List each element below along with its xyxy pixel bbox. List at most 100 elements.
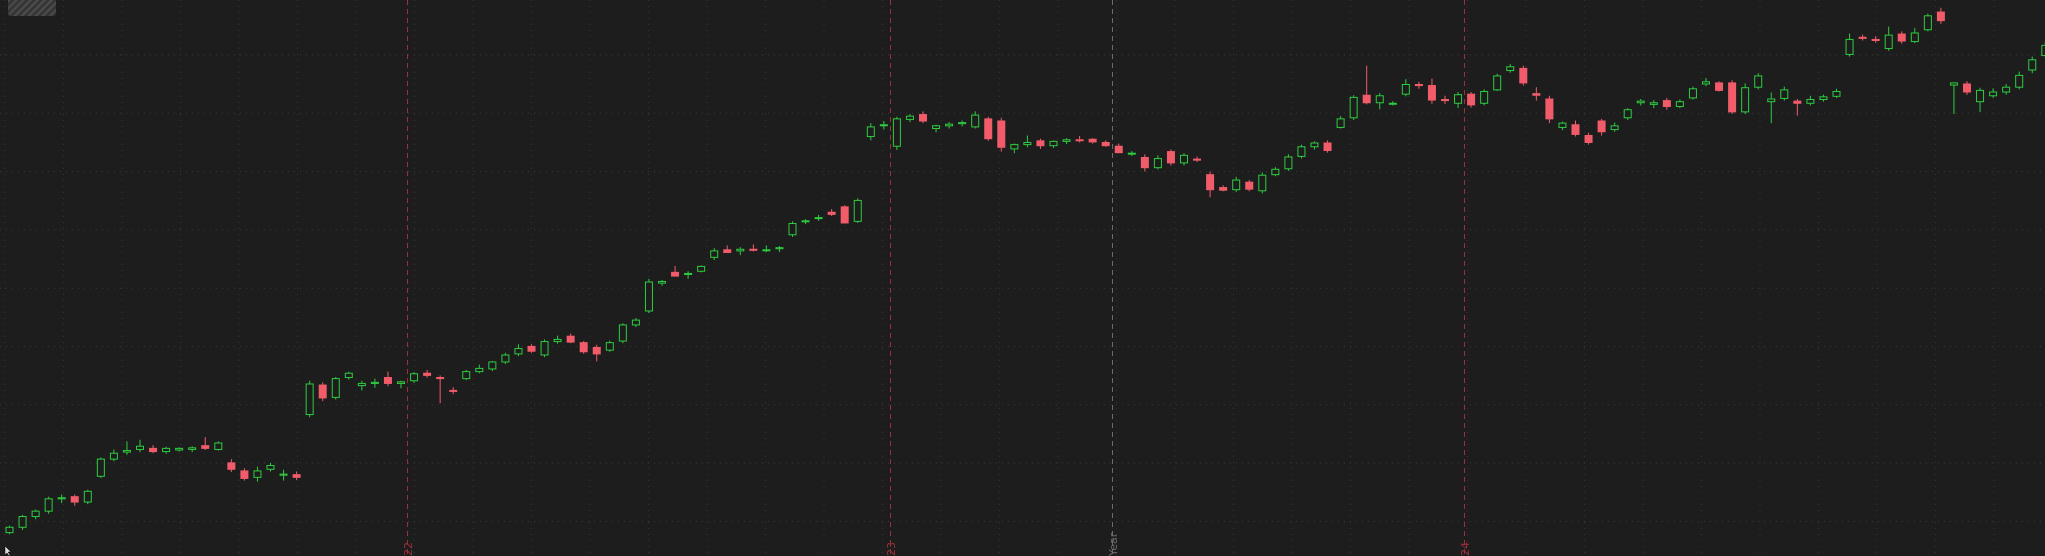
candle-body [827, 211, 836, 215]
candlestick [984, 116, 993, 141]
candle-body [188, 447, 197, 450]
candlestick [1858, 34, 1867, 41]
candlestick [853, 198, 862, 223]
candle-body [1702, 81, 1710, 85]
candlestick [658, 279, 666, 286]
candlestick [1101, 140, 1110, 147]
candle-body [1728, 82, 1737, 113]
candlestick [1623, 108, 1632, 120]
candlestick [2015, 71, 2024, 90]
candle-body [1493, 75, 1502, 91]
candlestick [1049, 140, 1058, 148]
candle-body [1832, 90, 1841, 97]
candle-body [1062, 139, 1071, 142]
candle-body [1688, 88, 1697, 99]
candle-body [1715, 82, 1724, 91]
candlestick [1010, 143, 1019, 154]
candle-body [240, 470, 249, 479]
candle-body [2028, 59, 2037, 71]
candle-body [1467, 93, 1476, 106]
candle-body [1284, 156, 1293, 170]
candlestick [1767, 92, 1776, 124]
candlestick [2041, 41, 2045, 58]
candle-body [18, 516, 27, 528]
candlestick [801, 219, 810, 225]
candle-body [1101, 141, 1110, 147]
candle-body [1767, 98, 1776, 103]
candle-body [305, 383, 314, 416]
candlestick [1062, 138, 1071, 145]
candle-body [201, 445, 210, 449]
candle-body [1858, 36, 1867, 39]
candle-body [1375, 95, 1384, 104]
candlestick [5, 525, 14, 535]
candle-body [788, 223, 797, 236]
candlestick [1454, 92, 1463, 109]
candlestick [1519, 65, 1528, 86]
candlestick [1088, 138, 1097, 144]
candle-body [383, 377, 392, 384]
candle-body [579, 342, 588, 353]
candlestick [945, 122, 954, 129]
candle-body [605, 342, 614, 351]
candlestick [1480, 89, 1489, 106]
candlestick [122, 441, 131, 455]
candlestick [710, 248, 719, 260]
candlestick [1414, 81, 1423, 89]
candlestick [201, 437, 210, 450]
candle-body [697, 265, 706, 272]
drag-handle-icon[interactable] [8, 0, 56, 16]
candle-body [1754, 75, 1763, 88]
candlestick [449, 387, 458, 395]
candle-body [749, 248, 758, 251]
candlestick [1936, 7, 1945, 24]
candle-body [866, 126, 875, 138]
candlestick [1845, 33, 1854, 57]
candle-body [723, 249, 732, 253]
candlestick [1506, 64, 1515, 73]
candlestick [1023, 135, 1032, 148]
candlestick [423, 370, 432, 378]
candle-body [2041, 44, 2045, 57]
candlestick [1532, 87, 1541, 101]
candle-body [1336, 118, 1345, 128]
candlestick [1388, 101, 1397, 106]
candlestick [279, 469, 288, 481]
candle-body [1963, 83, 1971, 93]
candlestick [1754, 73, 1763, 90]
candlestick [227, 459, 236, 472]
candle-body [905, 115, 914, 120]
candle-body [1180, 154, 1188, 164]
candle-body [1219, 187, 1228, 191]
candlestick [1284, 154, 1293, 171]
candlestick [827, 209, 836, 216]
candlestick [840, 205, 849, 224]
period-marker-label: 23 [884, 542, 898, 556]
candlestick [1819, 94, 1828, 102]
candle-body [1819, 96, 1828, 101]
candlestick [1584, 132, 1593, 145]
candlestick [1427, 78, 1436, 104]
candle-body [1441, 99, 1449, 102]
candlestick [1323, 140, 1332, 153]
candle-body [57, 497, 66, 500]
candlestick [253, 466, 262, 482]
candle-body [70, 496, 79, 503]
candlestick [723, 245, 732, 253]
candlestick [553, 335, 562, 344]
candlestick [540, 339, 549, 358]
candlestick [1571, 120, 1580, 137]
candle-body [1741, 87, 1750, 113]
candlestick [1702, 78, 1710, 87]
candlestick [1441, 95, 1449, 104]
candlestick [736, 247, 745, 256]
candlestick [1166, 149, 1175, 166]
candlestick [292, 471, 301, 481]
candlestick [605, 340, 614, 352]
candle-body [109, 452, 118, 460]
candlestick [475, 364, 484, 374]
candlestick [1180, 153, 1188, 166]
candlestick [331, 376, 340, 400]
